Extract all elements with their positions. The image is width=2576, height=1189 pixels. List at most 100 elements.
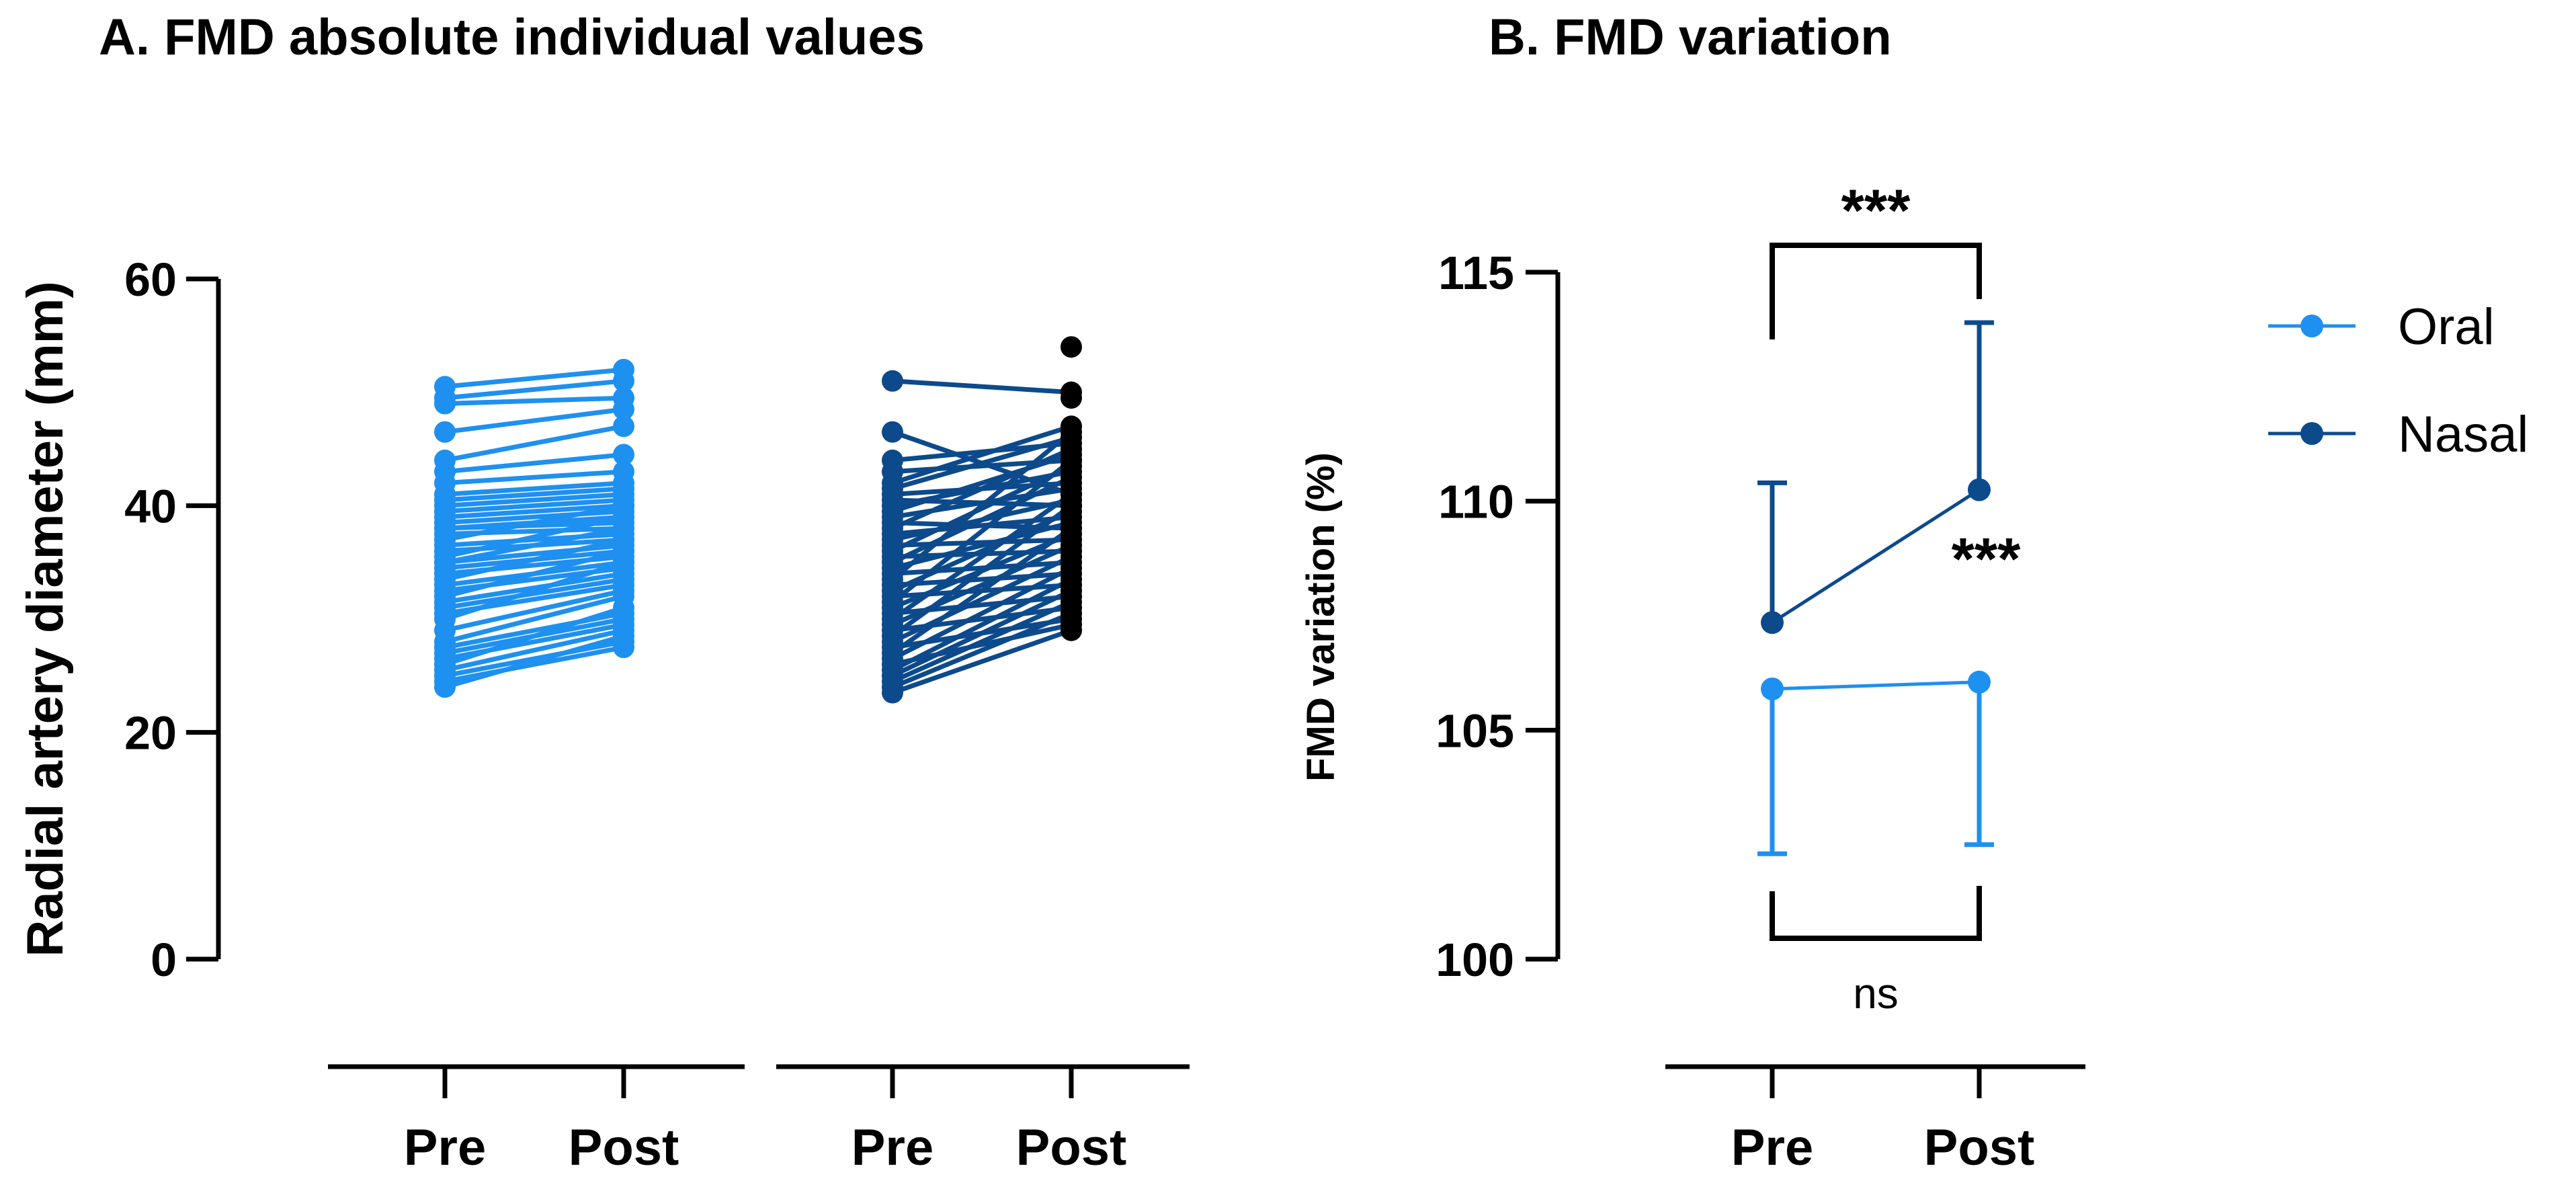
subject-line-oral	[444, 633, 624, 690]
pre-point-nasal	[882, 421, 903, 443]
subject-line-oral	[444, 577, 624, 610]
post-point-nasal	[1061, 336, 1082, 358]
subject-line-nasal	[890, 503, 1073, 639]
post-point-nasal	[1061, 602, 1082, 624]
subject-line-oral	[444, 481, 624, 497]
significance-nasal: ***	[1841, 177, 1911, 243]
mean-point-oral	[1761, 678, 1784, 701]
mean-point-nasal	[1761, 611, 1784, 634]
y-tick-label: 110	[1438, 476, 1514, 528]
series-line-nasal	[1771, 488, 1981, 624]
post-point-oral	[613, 597, 634, 619]
x-tick-label: Post	[1016, 1119, 1127, 1176]
subject-line-oral	[444, 588, 624, 633]
subject-line-oral	[444, 503, 624, 542]
pre-point-oral	[434, 676, 456, 698]
post-point-nasal	[1061, 495, 1082, 517]
legend-label: Nasal	[2398, 406, 2528, 463]
mean-point-oral	[1968, 670, 1991, 694]
post-point-nasal	[1061, 619, 1082, 641]
subject-line-oral	[444, 593, 624, 645]
y-tick-label: 100	[1436, 934, 1514, 986]
subject-line-oral	[444, 548, 624, 599]
panel-a-plot: 0 20 40 60 Radial artery diameter (mm) Pre Pos…	[17, 253, 1190, 1176]
subject-line-nasal	[891, 577, 1073, 673]
subject-line-nasal	[892, 435, 1072, 491]
mean-point-nasal	[1968, 478, 1991, 501]
legend-item-nasal: Nasal	[2268, 406, 2528, 463]
subject-line-oral	[444, 503, 624, 520]
y-tick-label: 60	[124, 253, 177, 306]
subject-line-oral	[444, 407, 624, 435]
panel-b-title: B. FMD variation	[1489, 9, 1892, 66]
subject-line-oral	[444, 560, 625, 622]
subject-line-nasal	[891, 423, 1073, 485]
subject-line-nasal	[891, 555, 1073, 644]
subject-line-oral	[444, 378, 624, 401]
post-point-oral	[613, 444, 634, 466]
y-tick-label: 40	[124, 480, 177, 532]
y-tick-label: 20	[124, 707, 177, 760]
subject-line-nasal	[890, 429, 1073, 581]
post-point-nasal	[1061, 387, 1082, 409]
pre-point-nasal	[882, 370, 903, 392]
subject-line-nasal	[890, 492, 1073, 621]
panel-a-title: A. FMD absolute individual values	[99, 9, 925, 66]
post-point-nasal	[1061, 449, 1082, 471]
subject-line-oral	[444, 491, 624, 508]
series-line-oral	[1772, 680, 1980, 691]
subject-line-oral	[444, 639, 624, 678]
subject-line-oral	[444, 486, 624, 503]
subject-line-nasal	[892, 537, 1072, 548]
post-point-oral	[613, 370, 634, 392]
subject-line-nasal	[892, 571, 1072, 587]
post-point-oral	[613, 551, 634, 573]
subject-line-nasal	[891, 565, 1073, 661]
subject-line-nasal	[891, 600, 1073, 684]
x-tick-label: Pre	[1731, 1119, 1814, 1176]
subject-line-oral	[444, 423, 624, 463]
y-tick-label: 0	[151, 934, 177, 986]
bracket-nasal-pre-post	[1770, 242, 1982, 339]
subject-line-nasal	[890, 526, 1073, 655]
subject-line-oral	[444, 452, 624, 475]
subject-line-oral	[444, 514, 624, 559]
x-tick-label: Pre	[851, 1119, 934, 1176]
subject-line-nasal	[891, 446, 1073, 531]
post-point-nasal	[1061, 518, 1082, 540]
x-tick-label: Post	[1924, 1119, 2035, 1176]
panel-b-plot: 100 105 110 115 FMD variation (%) Pre Post *** *…	[1299, 177, 2528, 1176]
subject-line-oral	[444, 367, 624, 389]
legend-item-oral: Oral	[2268, 298, 2495, 356]
y-axis-title: Radial artery diameter (mm)	[17, 281, 74, 956]
y-tick-label: 105	[1436, 704, 1514, 757]
legend-swatch-marker	[2300, 422, 2323, 445]
legend-swatch-marker	[2300, 315, 2323, 337]
y-tick-label: 115	[1438, 247, 1514, 299]
legend-label: Oral	[2398, 298, 2495, 356]
significance-oral: ns	[1853, 969, 1899, 1018]
subject-line-oral	[444, 571, 624, 605]
subject-line-nasal	[892, 622, 1072, 667]
subject-line-oral	[444, 645, 624, 684]
subject-line-nasal	[891, 475, 1073, 565]
post-point-nasal	[1061, 466, 1082, 489]
subject-line-oral	[444, 628, 624, 673]
post-point-nasal	[1061, 421, 1082, 443]
x-tick-label: Post	[569, 1119, 679, 1176]
subject-line-nasal	[891, 628, 1073, 695]
y-axis-title: FMD variation (%)	[1299, 452, 1343, 782]
subject-line-nasal	[892, 378, 1072, 395]
pre-point-oral	[434, 421, 456, 443]
pre-point-nasal	[882, 682, 903, 704]
bracket-oral-pre-post	[1770, 886, 1982, 941]
subject-line-nasal	[891, 611, 1073, 690]
post-point-oral	[613, 398, 634, 420]
post-point-oral	[613, 625, 634, 647]
subject-line-oral	[444, 497, 624, 514]
post-point-oral	[613, 415, 634, 438]
subject-line-oral	[444, 469, 624, 486]
pre-point-oral	[434, 393, 456, 415]
subject-line-oral	[444, 526, 624, 565]
